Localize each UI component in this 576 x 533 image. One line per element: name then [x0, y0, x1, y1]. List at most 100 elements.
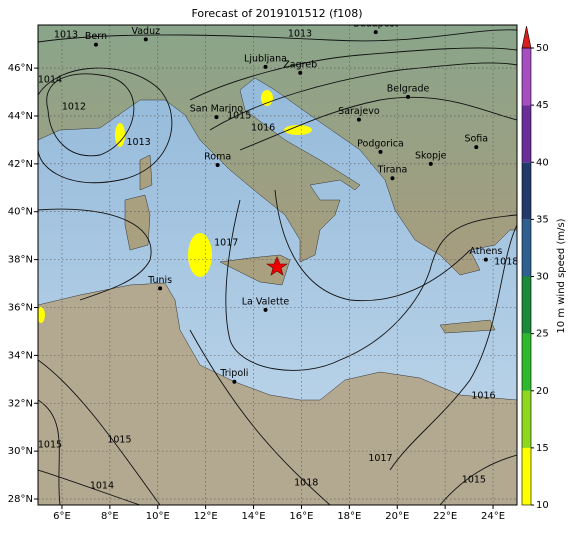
star-marker — [266, 256, 288, 276]
colorbar-tick-label: 15 — [536, 443, 549, 454]
city-label: Belgrade — [387, 83, 430, 94]
colorbar-segment — [522, 390, 531, 448]
city-label: Zagreb — [283, 59, 317, 70]
isobar — [209, 62, 517, 131]
isobar-label: 1013 — [288, 29, 312, 40]
wind-area — [284, 125, 312, 135]
city-dot — [158, 286, 163, 291]
isobar — [38, 208, 152, 301]
isobar — [38, 359, 161, 505]
colorbar-segment — [522, 333, 531, 391]
colorbar-tick-label: 35 — [536, 214, 549, 225]
isobars — [38, 29, 517, 505]
colorbar-tick-label: 30 — [536, 272, 549, 283]
colorbar-segment — [522, 48, 531, 106]
wind-area — [38, 307, 45, 323]
city-dot — [93, 42, 98, 47]
x-tick-label: 6°E — [53, 511, 71, 522]
colorbar-segment — [522, 276, 531, 334]
x-tick-label: 14°E — [242, 511, 266, 522]
land-sicily — [219, 254, 291, 286]
city-dot — [298, 70, 303, 75]
city-label: Podgorica — [357, 138, 404, 149]
city-dot — [215, 163, 220, 168]
city-label: Tirana — [377, 165, 408, 176]
x-tick-label: 8°E — [101, 511, 119, 522]
city-dot — [428, 161, 433, 166]
isobar — [389, 224, 517, 471]
isobar — [189, 47, 517, 101]
y-tick-label: 44°N — [8, 111, 33, 122]
city-label: La Valette — [242, 296, 290, 307]
city-label: Skopje — [415, 150, 447, 161]
city-label: Ljubljana — [244, 53, 287, 64]
colorbar-tick-label: 10 — [536, 500, 549, 511]
isobar — [439, 454, 517, 505]
city-dot — [214, 115, 219, 120]
x-tick-label: 10°E — [146, 511, 170, 522]
y-tick-label: 36°N — [8, 302, 33, 313]
city-dot — [263, 307, 268, 312]
city-label: Sofia — [464, 134, 488, 145]
isobar — [274, 189, 471, 302]
city-label: Tunis — [147, 275, 172, 286]
city-dot — [356, 117, 361, 122]
colorbar-segment — [522, 447, 531, 505]
colorbar-tick-label: 40 — [536, 157, 549, 168]
isobar-label: 1015 — [462, 474, 486, 485]
colorbar-tick-label: 45 — [536, 100, 549, 111]
colorbar-tick-label: 25 — [536, 329, 549, 340]
isobar-label: 1018 — [294, 477, 318, 488]
wind-area — [188, 233, 212, 277]
title: Forecast of 2019101512 (f108) — [191, 7, 362, 20]
isobar-label: 1014 — [90, 480, 114, 491]
city-label: San Marino — [190, 104, 243, 115]
y-tick-label: 38°N — [8, 255, 33, 266]
land-sardinia — [124, 194, 151, 251]
city-dot — [232, 379, 237, 384]
isobar-label: 1016 — [251, 122, 275, 133]
colorbar-segment — [522, 162, 531, 220]
y-tick-label: 42°N — [8, 159, 33, 170]
isobar-label: 1014 — [38, 75, 62, 86]
city-dot — [143, 37, 148, 42]
isobar — [38, 67, 173, 184]
colorbar-extend — [521, 25, 532, 49]
isobar-label: 1016 — [471, 391, 495, 402]
isobar-label: 1017 — [214, 237, 238, 248]
y-tick-label: 34°N — [8, 350, 33, 361]
y-tick-label: 32°N — [8, 398, 33, 409]
isobar — [239, 96, 517, 151]
city-dot — [373, 30, 378, 35]
colorbar-tick-label: 50 — [536, 43, 549, 54]
city-label: Athens — [469, 246, 502, 257]
x-tick-label: 20°E — [385, 511, 409, 522]
x-tick-label: 18°E — [337, 511, 361, 522]
colorbar-segment — [522, 219, 531, 277]
isobar-label: 1017 — [368, 453, 392, 464]
isobar-label: 1015 — [227, 110, 251, 121]
wind-area — [115, 123, 125, 147]
x-tick-label: 22°E — [433, 511, 457, 522]
city-label: Budapest — [353, 19, 398, 30]
isobar — [189, 329, 331, 505]
map-area: 1013 101310141012101310151016101710181016… — [38, 19, 517, 505]
y-tick-label: 30°N — [8, 446, 33, 457]
y-tick-label: 28°N — [8, 494, 33, 505]
colorbar-tick-label: 20 — [536, 386, 549, 397]
map-frame — [37, 24, 518, 506]
city-dot — [263, 64, 268, 69]
city-label: Tripoli — [219, 368, 248, 379]
x-tick-label: 16°E — [289, 511, 313, 522]
x-tick-label: 12°E — [194, 511, 218, 522]
y-tick-label: 40°N — [8, 207, 33, 218]
isobar — [225, 199, 517, 371]
land-crete — [439, 319, 496, 334]
colorbar: 10 15 20 25 30 35 40 45 50 — [521, 25, 549, 511]
isobar-label: 1012 — [62, 102, 86, 113]
city-dot — [406, 94, 411, 99]
city-label: Bern — [85, 31, 107, 42]
